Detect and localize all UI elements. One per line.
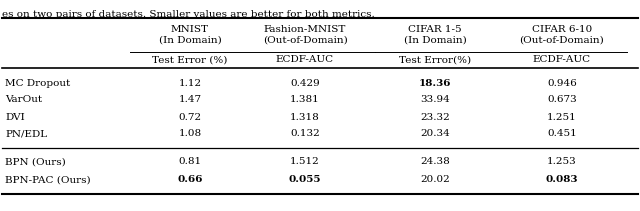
Text: 1.318: 1.318 [290, 112, 320, 122]
Text: 0.451: 0.451 [547, 130, 577, 138]
Text: 0.72: 0.72 [179, 112, 202, 122]
Text: 20.34: 20.34 [420, 130, 450, 138]
Text: 0.673: 0.673 [547, 96, 577, 104]
Text: 0.946: 0.946 [547, 78, 577, 88]
Text: CIFAR 6-10
(Out-of-Domain): CIFAR 6-10 (Out-of-Domain) [520, 25, 604, 45]
Text: 1.08: 1.08 [179, 130, 202, 138]
Text: BPN (Ours): BPN (Ours) [5, 157, 66, 166]
Text: 1.12: 1.12 [179, 78, 202, 88]
Text: ECDF-AUC: ECDF-AUC [276, 55, 334, 65]
Text: 0.429: 0.429 [290, 78, 320, 88]
Text: 1.512: 1.512 [290, 157, 320, 166]
Text: VarOut: VarOut [5, 96, 42, 104]
Text: CIFAR 1-5
(In Domain): CIFAR 1-5 (In Domain) [404, 25, 467, 45]
Text: 0.66: 0.66 [177, 176, 203, 184]
Text: 1.381: 1.381 [290, 96, 320, 104]
Text: 0.132: 0.132 [290, 130, 320, 138]
Text: Test Error (%): Test Error (%) [152, 55, 228, 65]
Text: Test Error(%): Test Error(%) [399, 55, 471, 65]
Text: 24.38: 24.38 [420, 157, 450, 166]
Text: es on two pairs of datasets. Smaller values are better for both metrics.: es on two pairs of datasets. Smaller val… [2, 10, 375, 19]
Text: DVI: DVI [5, 112, 25, 122]
Text: 1.47: 1.47 [179, 96, 202, 104]
Text: 0.055: 0.055 [289, 176, 321, 184]
Text: 33.94: 33.94 [420, 96, 450, 104]
Text: Fashion-MNIST
(Out-of-Domain): Fashion-MNIST (Out-of-Domain) [262, 25, 348, 45]
Text: 0.81: 0.81 [179, 157, 202, 166]
Text: 18.36: 18.36 [419, 78, 451, 88]
Text: MNIST
(In Domain): MNIST (In Domain) [159, 25, 221, 45]
Text: 20.02: 20.02 [420, 176, 450, 184]
Text: 23.32: 23.32 [420, 112, 450, 122]
Text: MC Dropout: MC Dropout [5, 78, 70, 88]
Text: BPN-PAC (Ours): BPN-PAC (Ours) [5, 176, 91, 184]
Text: ECDF-AUC: ECDF-AUC [533, 55, 591, 65]
Text: 1.253: 1.253 [547, 157, 577, 166]
Text: 0.083: 0.083 [546, 176, 579, 184]
Text: 1.251: 1.251 [547, 112, 577, 122]
Text: PN/EDL: PN/EDL [5, 130, 47, 138]
